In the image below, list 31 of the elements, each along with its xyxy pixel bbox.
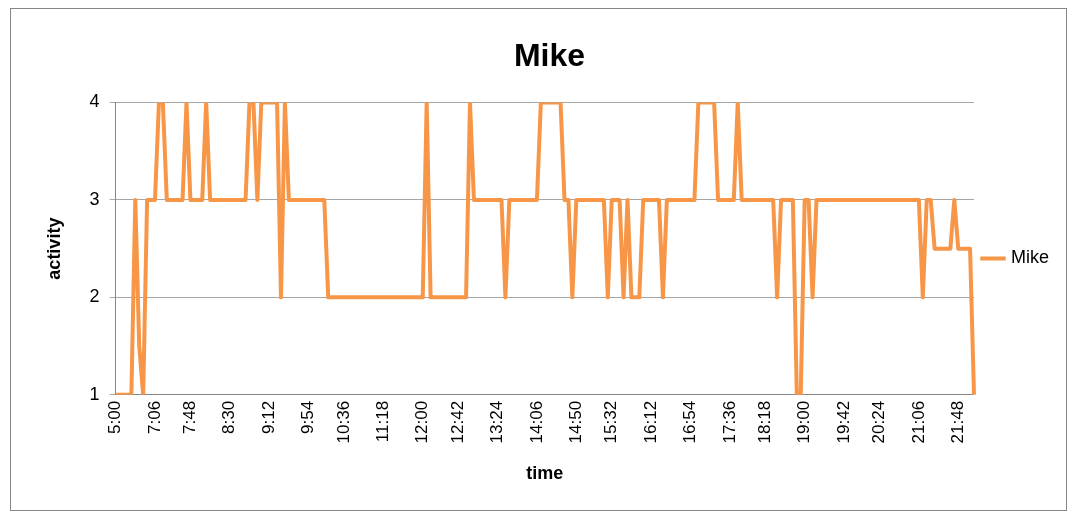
x-tick-label: 7:06 [144,400,164,434]
x-tick-label: 19:00 [794,400,814,444]
chart-title: Mike [513,37,586,74]
x-tick-label: 20:24 [869,400,889,444]
x-tick-label: 14:50 [565,400,585,444]
x-axis-title: time [526,463,564,484]
x-tick-label: 5:00 [105,400,125,434]
y-tick-label: 3 [89,188,100,209]
x-tick-label: 13:24 [487,400,507,444]
x-tick-label: 14:06 [526,400,546,444]
y-tick-label: 4 [89,91,100,112]
x-tick-label: 7:48 [180,400,200,434]
legend-label: Mike [1011,247,1050,268]
y-tick-label: 2 [89,286,100,307]
x-tick-label: 15:32 [601,400,621,444]
x-tick-label: 12:42 [447,400,467,444]
x-tick-label: 11:18 [373,400,393,443]
x-tick-label: 16:12 [640,400,660,444]
x-tick-label: 10:36 [333,400,353,444]
x-tick-label: 21:48 [947,400,967,444]
x-tick-label: 8:30 [219,400,239,434]
x-tick-label: 21:06 [908,400,928,444]
x-tick-label: 12:00 [412,400,432,444]
x-tick-label: 16:54 [680,400,700,444]
x-tick-label: 18:18 [754,400,774,444]
x-tick-label: 9:54 [298,400,318,434]
x-tick-label: 9:12 [258,400,278,434]
x-tick-label: 19:42 [833,400,853,444]
y-tick-label: 1 [89,383,100,404]
y-axis-title: activity [43,217,64,280]
x-tick-label: 17:36 [719,400,739,444]
